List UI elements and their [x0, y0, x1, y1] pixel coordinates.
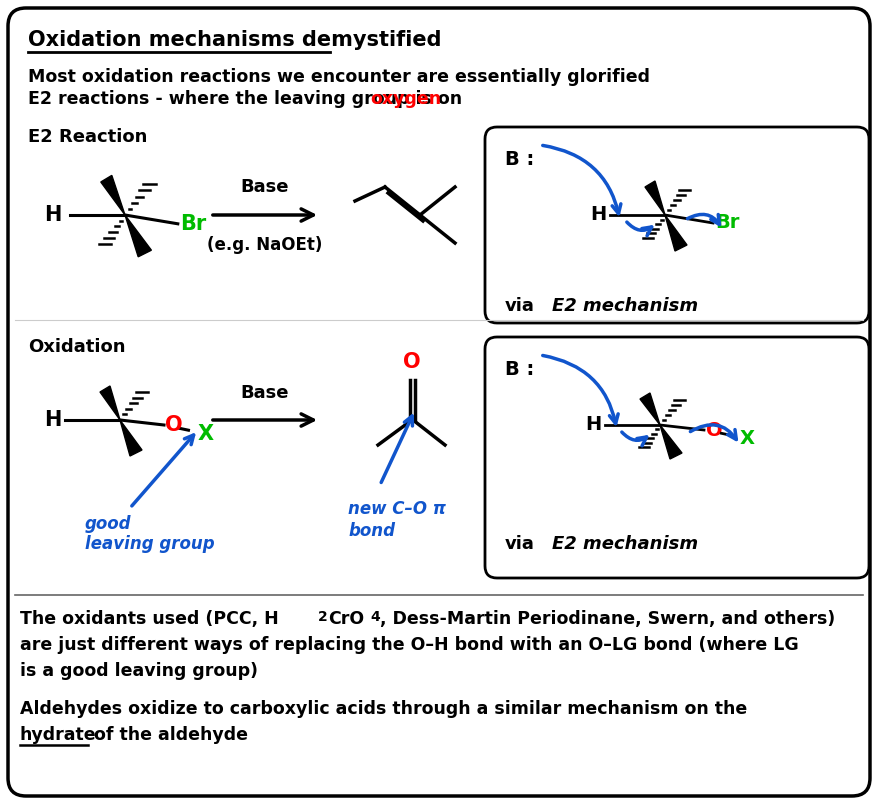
Text: E2 mechanism: E2 mechanism [552, 535, 697, 553]
Text: 2: 2 [317, 610, 327, 624]
FancyBboxPatch shape [484, 337, 868, 578]
Text: CrO: CrO [328, 610, 364, 628]
Polygon shape [639, 393, 660, 425]
Text: Oxidation mechanisms demystified: Oxidation mechanisms demystified [28, 30, 441, 50]
Polygon shape [100, 386, 120, 420]
FancyBboxPatch shape [484, 127, 868, 323]
Text: hydrate: hydrate [20, 726, 96, 744]
Text: B :: B : [504, 150, 533, 169]
Text: (e.g. NaOEt): (e.g. NaOEt) [207, 236, 323, 254]
Text: H: H [44, 205, 61, 225]
Text: good: good [85, 515, 132, 533]
Text: Base: Base [240, 178, 289, 196]
Text: H: H [590, 205, 606, 225]
Polygon shape [120, 420, 142, 456]
Text: , Dess-Martin Periodinane, Swern, and others): , Dess-Martin Periodinane, Swern, and ot… [380, 610, 834, 628]
Text: H: H [45, 410, 62, 430]
Text: B :: B : [504, 360, 533, 379]
FancyBboxPatch shape [8, 8, 869, 796]
Polygon shape [645, 181, 664, 215]
Text: oxygen: oxygen [369, 90, 440, 108]
Text: new C–O π: new C–O π [347, 500, 446, 518]
Text: O: O [705, 420, 722, 439]
Text: via: via [504, 535, 534, 553]
Text: E2 mechanism: E2 mechanism [552, 297, 697, 315]
Polygon shape [101, 176, 125, 215]
Polygon shape [664, 215, 686, 251]
Text: Base: Base [240, 384, 289, 402]
Text: The oxidants used (PCC, H: The oxidants used (PCC, H [20, 610, 278, 628]
Text: leaving group: leaving group [85, 535, 214, 553]
Polygon shape [125, 215, 151, 257]
Text: Br: Br [180, 214, 206, 234]
Text: O: O [165, 415, 182, 435]
Text: E2 reactions - where the leaving group is on: E2 reactions - where the leaving group i… [28, 90, 467, 108]
Text: Aldehydes oxidize to carboxylic acids through a similar mechanism on the: Aldehydes oxidize to carboxylic acids th… [20, 700, 746, 718]
Text: X: X [198, 424, 214, 444]
Text: O: O [403, 352, 420, 372]
Text: E2 Reaction: E2 Reaction [28, 128, 147, 146]
Text: Oxidation: Oxidation [28, 338, 125, 356]
Text: X: X [739, 430, 754, 448]
Text: is a good leaving group): is a good leaving group) [20, 662, 258, 680]
Polygon shape [660, 425, 681, 459]
Text: Most oxidation reactions we encounter are essentially glorified: Most oxidation reactions we encounter ar… [28, 68, 649, 86]
Text: of the aldehyde: of the aldehyde [88, 726, 247, 744]
Text: via: via [504, 297, 534, 315]
Text: 4: 4 [369, 610, 380, 624]
Text: bond: bond [347, 522, 395, 540]
Text: are just different ways of replacing the O–H bond with an O–LG bond (where LG: are just different ways of replacing the… [20, 636, 798, 654]
Text: Br: Br [714, 213, 738, 233]
Text: H: H [585, 415, 602, 435]
